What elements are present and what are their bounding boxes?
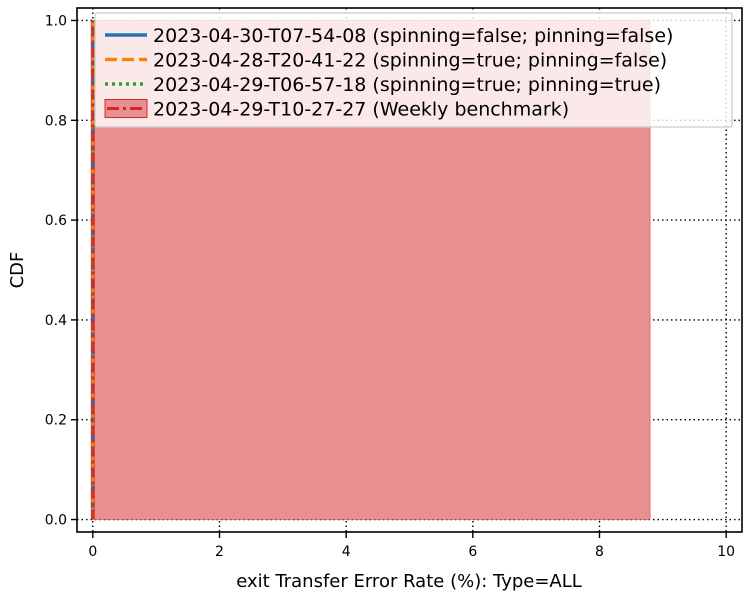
y-tick-label-5: 1.0 bbox=[45, 13, 67, 29]
legend-label-2: 2023-04-29-T06-57-18 (spinning=true; pin… bbox=[153, 74, 661, 96]
legend-label-0: 2023-04-30-T07-54-08 (spinning=false; pi… bbox=[153, 25, 673, 47]
y-tick-label-0: 0.0 bbox=[45, 513, 67, 529]
x-tick-label-2: 4 bbox=[342, 544, 351, 560]
x-tick-label-4: 8 bbox=[595, 544, 604, 560]
legend-label-1: 2023-04-28-T20-41-22 (spinning=true; pin… bbox=[153, 50, 667, 72]
y-axis-label: CDF bbox=[7, 252, 28, 289]
legend-label-3: 2023-04-29-T10-27-27 (Weekly benchmark) bbox=[153, 99, 569, 121]
x-tick-label-3: 6 bbox=[468, 544, 477, 560]
tick-labels: 0 2 4 6 8 10 0.0 0.2 0.4 0.6 0.8 1.0 bbox=[45, 13, 735, 560]
x-axis-label: exit Transfer Error Rate (%): Type=ALL bbox=[236, 571, 582, 592]
y-tick-label-2: 0.4 bbox=[45, 313, 67, 329]
axes bbox=[71, 7, 743, 538]
y-tick-label-3: 0.6 bbox=[45, 213, 67, 229]
plot-frame bbox=[76, 7, 743, 533]
y-tick-label-1: 0.2 bbox=[45, 413, 67, 429]
y-tick-label-4: 0.8 bbox=[45, 113, 67, 129]
x-tick-label-5: 10 bbox=[717, 544, 735, 560]
legend: 2023-04-30-T07-54-08 (spinning=false; pi… bbox=[94, 12, 733, 128]
x-tick-label-1: 2 bbox=[215, 544, 224, 560]
x-tick-label-0: 0 bbox=[88, 544, 97, 560]
legend-box bbox=[94, 12, 733, 128]
